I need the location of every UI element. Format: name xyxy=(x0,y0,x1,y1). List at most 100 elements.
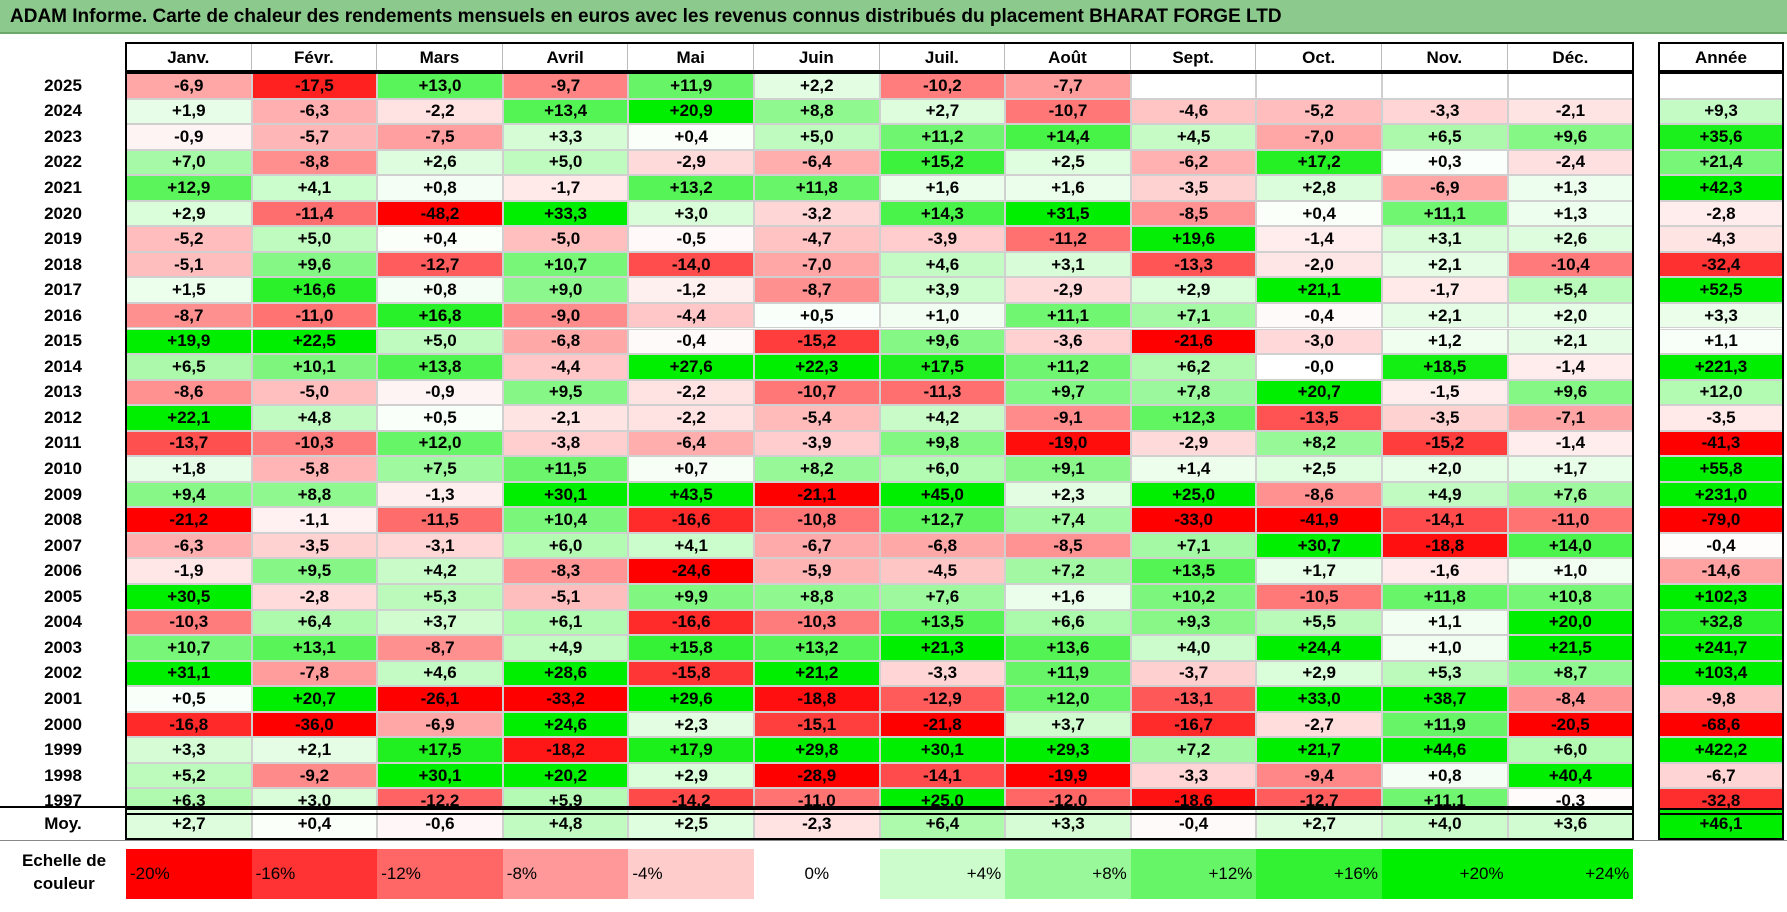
heatmap-cell: -0,9 xyxy=(377,379,503,406)
heatmap-cell: -6,7 xyxy=(754,532,880,559)
heatmap-cell: +3,0 xyxy=(628,200,754,227)
heatmap-cell: +13,2 xyxy=(754,635,880,661)
heatmap-cell: -8,8 xyxy=(251,149,378,176)
heatmap-cell: +8,8 xyxy=(754,584,880,610)
heatmap-cell: -1,1 xyxy=(251,507,378,533)
annual-cell: -3,5 xyxy=(1659,405,1783,431)
heatmap-cell: -10,3 xyxy=(251,430,378,457)
heatmap-cell: +17,5 xyxy=(377,737,503,763)
heatmap-cell: -2,2 xyxy=(628,405,754,431)
color-scale-swatch: -20% xyxy=(126,849,252,899)
color-scale-swatch: +20% xyxy=(1382,849,1508,899)
year-label: 2007 xyxy=(0,532,126,559)
heatmap-cell: +22,5 xyxy=(251,328,378,355)
heatmap-cell: -12,9 xyxy=(879,686,1006,712)
heatmap-cell: +1,8 xyxy=(126,456,252,482)
heatmap-cell: -3,9 xyxy=(879,226,1006,252)
heatmap-cell: -9,1 xyxy=(1005,405,1131,431)
heatmap-cell: -7,0 xyxy=(1256,124,1382,150)
annual-cell: +221,3 xyxy=(1659,354,1783,380)
heatmap-cell: +18,5 xyxy=(1382,354,1508,380)
heatmap-cell: -3,3 xyxy=(1130,762,1257,789)
heatmap-cell: -17,5 xyxy=(251,73,378,99)
heatmap-cell: +2,6 xyxy=(1507,226,1634,252)
average-cell: +2,7 xyxy=(126,809,252,839)
heatmap-cell: -4,4 xyxy=(628,302,754,329)
heatmap-cell: +10,7 xyxy=(502,251,629,278)
heatmap-cell: +11,9 xyxy=(628,73,754,99)
heatmap-cell: -2,9 xyxy=(1005,277,1131,303)
heatmap-cell: +3,1 xyxy=(1382,226,1508,252)
year-label: 2021 xyxy=(0,175,126,201)
heatmap-cell: -3,1 xyxy=(377,532,503,559)
heatmap-cell: -2,9 xyxy=(1130,430,1257,457)
heatmap-cell: +2,3 xyxy=(628,711,754,738)
heatmap-cell: -5,8 xyxy=(251,456,378,482)
heatmap-cell: +1,7 xyxy=(1507,456,1634,482)
heatmap-cell: +9,0 xyxy=(502,277,629,303)
heatmap-cell: +11,8 xyxy=(1382,584,1508,610)
month-header: Nov. xyxy=(1382,44,1508,72)
heatmap-cell: +11,2 xyxy=(879,124,1006,150)
heatmap-cell: +28,6 xyxy=(502,660,629,687)
heatmap-cell: -1,4 xyxy=(1507,354,1634,380)
heatmap-cell: +0,4 xyxy=(377,226,503,252)
year-label: 2025 xyxy=(0,73,126,99)
heatmap-cell: -48,2 xyxy=(377,200,503,227)
heatmap-cell: +13,4 xyxy=(502,98,629,125)
heatmap-cell: +1,5 xyxy=(126,277,252,303)
annual-cell: -4,3 xyxy=(1659,226,1783,252)
heatmap-cell: -16,7 xyxy=(1130,711,1257,738)
heatmap-cell: +9,5 xyxy=(251,558,378,584)
heatmap-cell: -3,5 xyxy=(1130,175,1257,201)
heatmap-cell: +5,0 xyxy=(754,124,880,150)
heatmap-cell: -3,6 xyxy=(1005,328,1131,355)
heatmap-cell: +13,5 xyxy=(1130,558,1257,584)
heatmap-cell: -18,8 xyxy=(754,686,880,712)
heatmap-cell: +12,9 xyxy=(126,175,252,201)
heatmap-cell: +6,5 xyxy=(126,354,252,380)
heatmap-cell: -20,5 xyxy=(1507,711,1634,738)
heatmap-cell: +19,6 xyxy=(1130,226,1257,252)
heatmap-cell xyxy=(1382,73,1508,99)
color-scale-swatch: +24% xyxy=(1507,849,1634,899)
average-cell: +2,5 xyxy=(628,809,754,839)
heatmap-cell: +6,5 xyxy=(1382,124,1508,150)
heatmap-cell: -4,4 xyxy=(502,354,629,380)
heatmap-cell: -1,7 xyxy=(502,175,629,201)
month-header: Août xyxy=(1005,44,1131,72)
heatmap-cell: +13,2 xyxy=(628,175,754,201)
color-scale-swatch: +8% xyxy=(1005,849,1131,899)
average-cell: -0,4 xyxy=(1130,809,1257,839)
heatmap-cell: +7,6 xyxy=(1507,481,1634,508)
heatmap-cell: -3,0 xyxy=(1256,328,1382,355)
heatmap-cell: -18,8 xyxy=(1382,532,1508,559)
annual-cell: -79,0 xyxy=(1659,507,1783,533)
heatmap-cell: +2,6 xyxy=(377,149,503,176)
heatmap-cell: +9,8 xyxy=(879,430,1006,457)
year-label: 2018 xyxy=(0,251,126,278)
heatmap-cell: +1,6 xyxy=(879,175,1006,201)
heatmap-cell: -3,2 xyxy=(754,200,880,227)
heatmap-cell: +30,1 xyxy=(377,762,503,789)
month-header: Janv. xyxy=(126,44,252,72)
heatmap-cell: +9,6 xyxy=(1507,124,1634,150)
heatmap-cell: +1,7 xyxy=(1256,558,1382,584)
heatmap-cell: -8,7 xyxy=(377,635,503,661)
heatmap-cell: +22,3 xyxy=(754,354,880,380)
heatmap-cell: -26,1 xyxy=(377,686,503,712)
heatmap-cell: +3,3 xyxy=(126,737,252,763)
heatmap-cell: -6,2 xyxy=(1130,149,1257,176)
heatmap-cell: +7,8 xyxy=(1130,379,1257,406)
heatmap-cell: +0,4 xyxy=(628,124,754,150)
average-cell: +3,6 xyxy=(1507,809,1634,839)
heatmap-cell: -0,4 xyxy=(1256,302,1382,329)
heatmap-cell: +0,7 xyxy=(628,456,754,482)
heatmap-cell: +4,5 xyxy=(1130,124,1257,150)
heatmap-cell: -10,5 xyxy=(1256,584,1382,610)
month-header: Déc. xyxy=(1507,44,1634,72)
heatmap-cell: -10,8 xyxy=(754,507,880,533)
heatmap-cell: +2,7 xyxy=(879,98,1006,125)
heatmap-cell: +14,3 xyxy=(879,200,1006,227)
heatmap-cell: -9,2 xyxy=(251,762,378,789)
